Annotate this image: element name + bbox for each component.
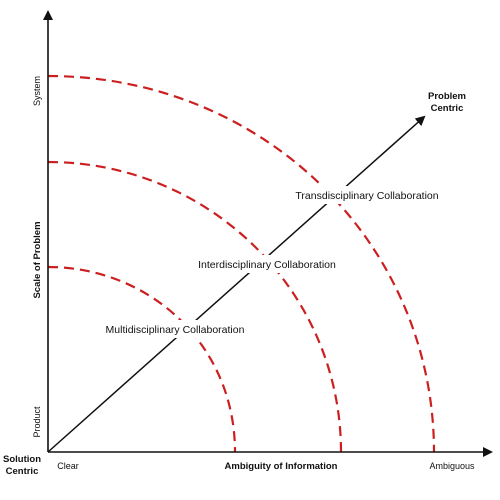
- x-axis-end-label: Ambiguous: [429, 461, 475, 471]
- problem-centric-arrow: [47, 115, 426, 453]
- transdisciplinary-label: Transdisciplinary Collaboration: [295, 190, 438, 202]
- problem-centric-label-line2: Centric: [431, 103, 464, 114]
- y-axis-title: Scale of Problem: [32, 221, 43, 298]
- multidisciplinary-label: Multidisciplinary Collaboration: [106, 324, 245, 336]
- y-axis-start-label: Product: [32, 406, 42, 438]
- interdisciplinary-label: Interdisciplinary Collaboration: [198, 259, 336, 271]
- y-axis-end-label: System: [32, 76, 42, 106]
- x-axis-title: Ambiguity of Information: [225, 461, 338, 472]
- x-axis-start-label: Clear: [57, 461, 79, 471]
- problem-centric-label-line1: Problem: [428, 91, 466, 102]
- solution-centric-label-line2: Centric: [6, 466, 39, 477]
- solution-centric-label-line1: Solution: [3, 454, 41, 465]
- multidisciplinary-boundary: [47, 265, 237, 453]
- interdisciplinary-boundary: [47, 160, 343, 453]
- transdisciplinary-boundary: [47, 74, 436, 453]
